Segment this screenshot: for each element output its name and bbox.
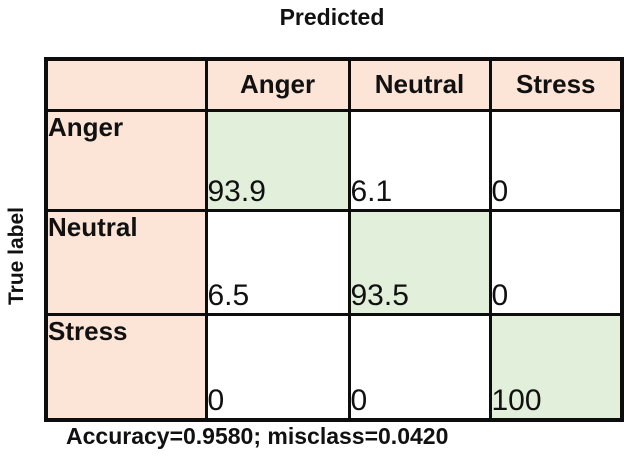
row-header-neutral: Neutral	[44, 208, 208, 316]
cell-anger-anger: 93.9	[204, 108, 351, 212]
corner-cell	[44, 57, 208, 112]
cell-anger-neutral: 6.1	[347, 108, 492, 212]
col-header-anger: Anger	[204, 57, 351, 112]
col-header-stress: Stress	[488, 57, 624, 112]
cell-stress-anger: 0	[204, 312, 351, 422]
predicted-axis-title: Predicted	[279, 4, 385, 30]
confusion-matrix-table: Anger Neutral Stress Anger 93.9 6.1 0 Ne…	[44, 57, 624, 422]
row-header-stress: Stress	[44, 312, 208, 422]
cell-anger-stress: 0	[488, 108, 624, 212]
col-header-neutral: Neutral	[347, 57, 492, 112]
table-row-neutral: Neutral 6.5 93.5 0	[44, 208, 624, 316]
row-header-anger: Anger	[44, 108, 208, 212]
cell-neutral-neutral: 93.5	[347, 208, 492, 316]
table-row-anger: Anger 93.9 6.1 0	[44, 108, 624, 212]
cell-stress-stress: 100	[488, 312, 624, 422]
cell-stress-neutral: 0	[347, 312, 492, 422]
table-row-stress: Stress 0 0 100	[44, 312, 624, 422]
cell-neutral-stress: 0	[488, 208, 624, 316]
true-label-axis-title: True label	[5, 206, 28, 306]
header-row: Anger Neutral Stress	[44, 57, 624, 112]
cell-neutral-anger: 6.5	[204, 208, 351, 316]
accuracy-caption: Accuracy=0.9580; misclass=0.0420	[66, 423, 449, 449]
